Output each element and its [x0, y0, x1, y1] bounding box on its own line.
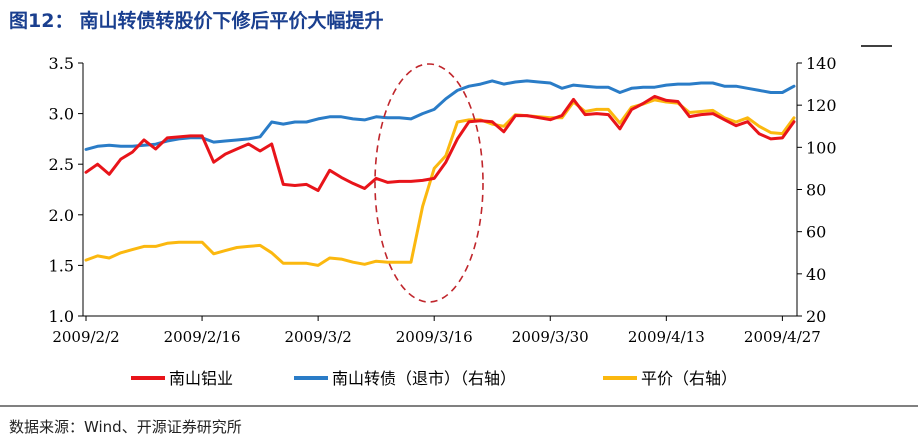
highlight-ellipse [374, 63, 484, 303]
x-tick-label: 2009/3/30 [512, 328, 589, 346]
right-tick-label: 80 [806, 181, 826, 200]
legend: 南山铝业 南山转债（退市）（右轴） 平价（右轴） [131, 369, 737, 388]
right-tick-label: 40 [806, 265, 826, 284]
legend-label-2: 平价（右轴） [641, 369, 737, 388]
series-line-2 [84, 98, 796, 267]
right-tick-label: 100 [806, 138, 837, 157]
left-tick-label: 3.0 [49, 105, 74, 124]
left-tick-label: 3.5 [49, 54, 74, 73]
legend-label-1: 南山转债（退市）（右轴） [332, 369, 516, 388]
x-tick-label: 2009/3/16 [396, 328, 473, 346]
x-tick-label: 2009/2/16 [164, 328, 241, 346]
right-tick-label: 60 [806, 223, 826, 242]
legend-label-0: 南山铝业 [169, 369, 233, 388]
left-tick-label: 1.5 [49, 256, 74, 275]
left-tick-label: 2.0 [49, 206, 74, 225]
x-tick-label: 2009/2/2 [52, 328, 119, 346]
left-tick-label: 2.5 [49, 155, 74, 174]
x-tick-label: 2009/4/27 [744, 328, 821, 346]
left-tick-label: 1.0 [49, 307, 74, 326]
right-tick-label: 120 [806, 96, 837, 115]
figure-title: 图12： 南山转债转股价下修后平价大幅提升 [9, 6, 383, 33]
figure-number: 图12： [9, 10, 74, 32]
right-tick-label: 20 [806, 307, 826, 326]
x-tick-label: 2009/3/2 [284, 328, 351, 346]
x-tick-label: 2009/4/13 [628, 328, 705, 346]
right-tick-label: 140 [806, 54, 837, 73]
series-line-0 [84, 94, 796, 192]
source-note: 数据来源：Wind、开源证券研究所 [9, 418, 242, 436]
series-lines [84, 79, 796, 267]
figure-title-text: 南山转债转股价下修后平价大幅提升 [79, 10, 384, 32]
axes: 1.0 1.5 2.0 2.5 3.0 3.5 20 40 60 80 100 120 140 2009/… [49, 54, 837, 346]
